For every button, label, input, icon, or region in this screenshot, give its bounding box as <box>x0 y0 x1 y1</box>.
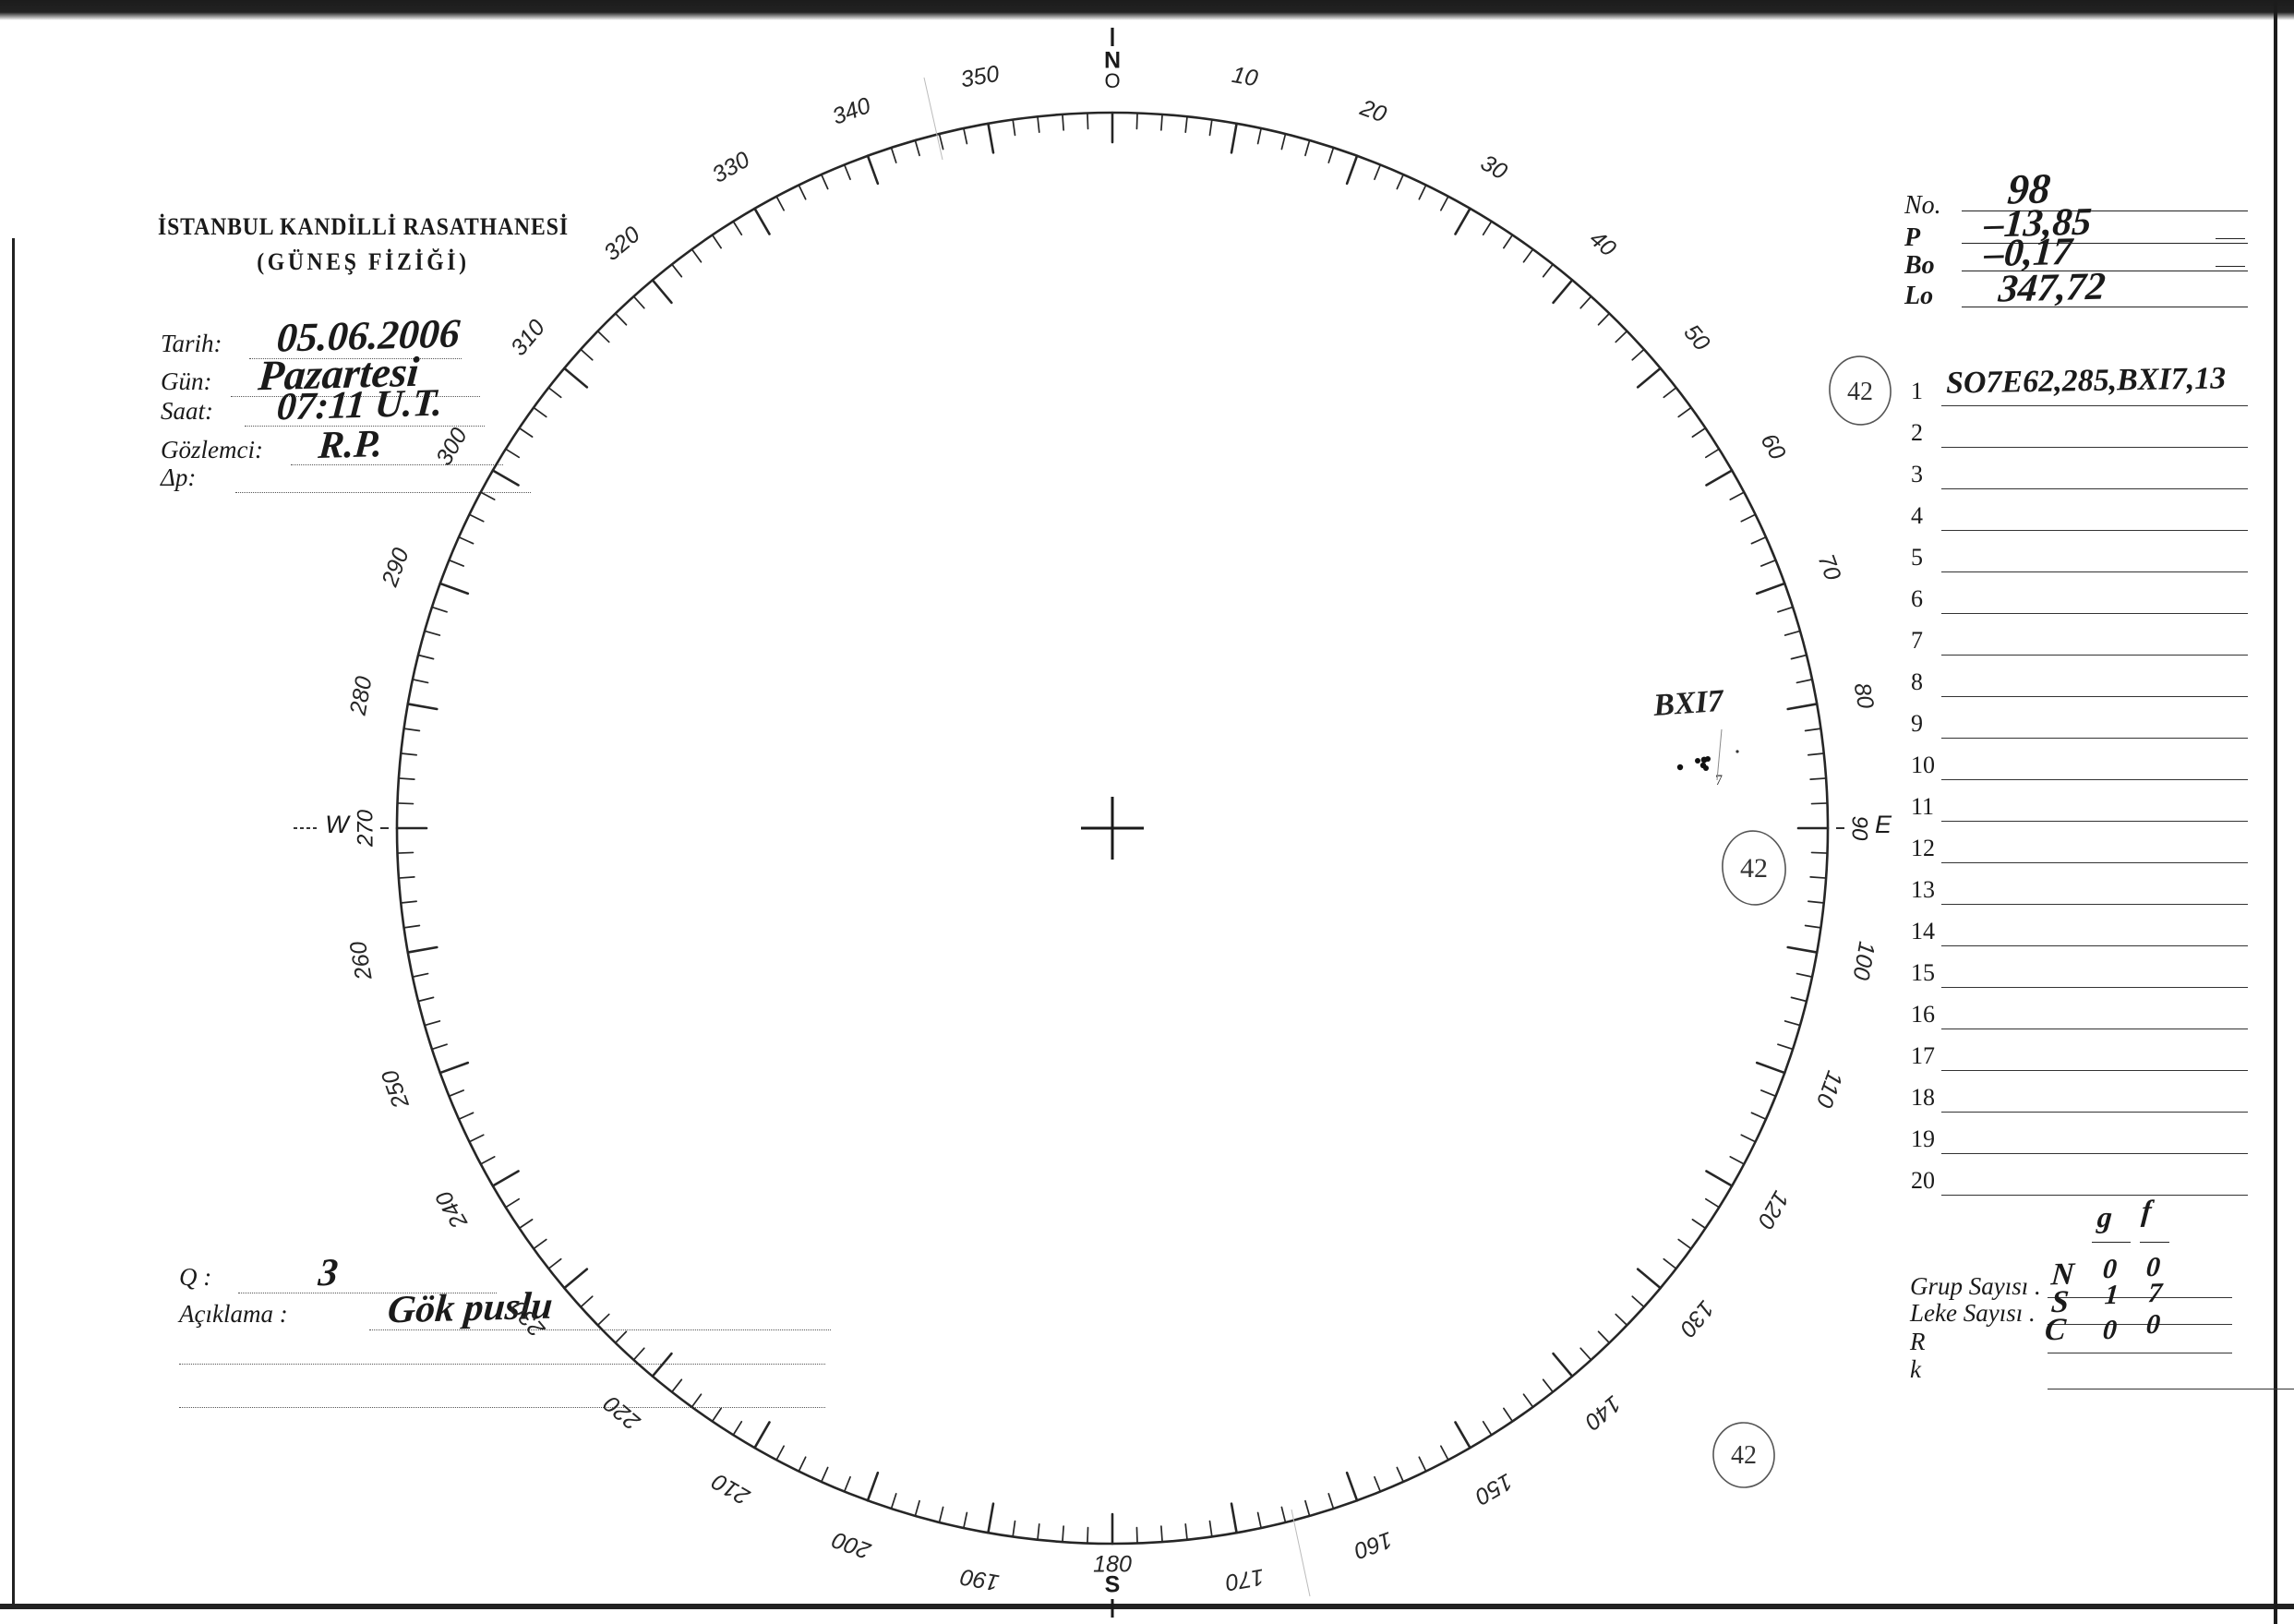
svg-text:270: 270 <box>353 809 378 848</box>
svg-text:280: 280 <box>345 674 378 717</box>
svg-text:90: 90 <box>1847 816 1872 841</box>
svg-text:210: 210 <box>708 1468 755 1510</box>
svg-text:340: 340 <box>829 92 874 130</box>
svg-text:170: 170 <box>1223 1563 1266 1595</box>
svg-text:7: 7 <box>1715 773 1723 788</box>
svg-text:250: 250 <box>377 1066 414 1113</box>
svg-text:140: 140 <box>1579 1390 1626 1435</box>
svg-text:190: 190 <box>958 1563 1001 1595</box>
svg-text:40: 40 <box>1585 225 1621 261</box>
svg-text:70: 70 <box>1813 550 1846 583</box>
svg-text:42: 42 <box>1740 853 1768 884</box>
svg-text:E: E <box>1875 811 1892 838</box>
svg-text:42: 42 <box>1847 378 1873 406</box>
svg-text:80: 80 <box>1849 680 1879 710</box>
svg-text:O: O <box>1104 69 1120 92</box>
svg-text:20: 20 <box>1356 94 1390 127</box>
svg-text:W: W <box>325 811 351 838</box>
svg-text:290: 290 <box>377 545 414 591</box>
svg-text:220: 220 <box>599 1390 646 1436</box>
svg-text:160: 160 <box>1351 1526 1396 1564</box>
svg-text:50: 50 <box>1678 319 1714 355</box>
svg-text:320: 320 <box>599 222 645 266</box>
svg-text:350: 350 <box>959 61 1002 93</box>
svg-text:S: S <box>1105 1572 1121 1598</box>
svg-text:260: 260 <box>345 939 378 982</box>
svg-text:240: 240 <box>431 1186 474 1233</box>
svg-text:230: 230 <box>506 1295 551 1342</box>
svg-text:330: 330 <box>708 147 754 188</box>
svg-text:120: 120 <box>1752 1186 1794 1233</box>
svg-text:110: 110 <box>1811 1067 1848 1111</box>
svg-text:150: 150 <box>1471 1468 1517 1510</box>
svg-text:30: 30 <box>1476 150 1511 185</box>
svg-text:60: 60 <box>1756 429 1791 464</box>
svg-text:130: 130 <box>1675 1295 1719 1341</box>
svg-text:300: 300 <box>431 424 473 470</box>
svg-text:200: 200 <box>829 1526 875 1564</box>
svg-text:42: 42 <box>1731 1441 1757 1470</box>
svg-text:310: 310 <box>506 315 550 361</box>
svg-text:100: 100 <box>1847 940 1880 982</box>
svg-text:10: 10 <box>1230 62 1259 91</box>
svg-text:BXI7: BXI7 <box>1651 684 1726 723</box>
